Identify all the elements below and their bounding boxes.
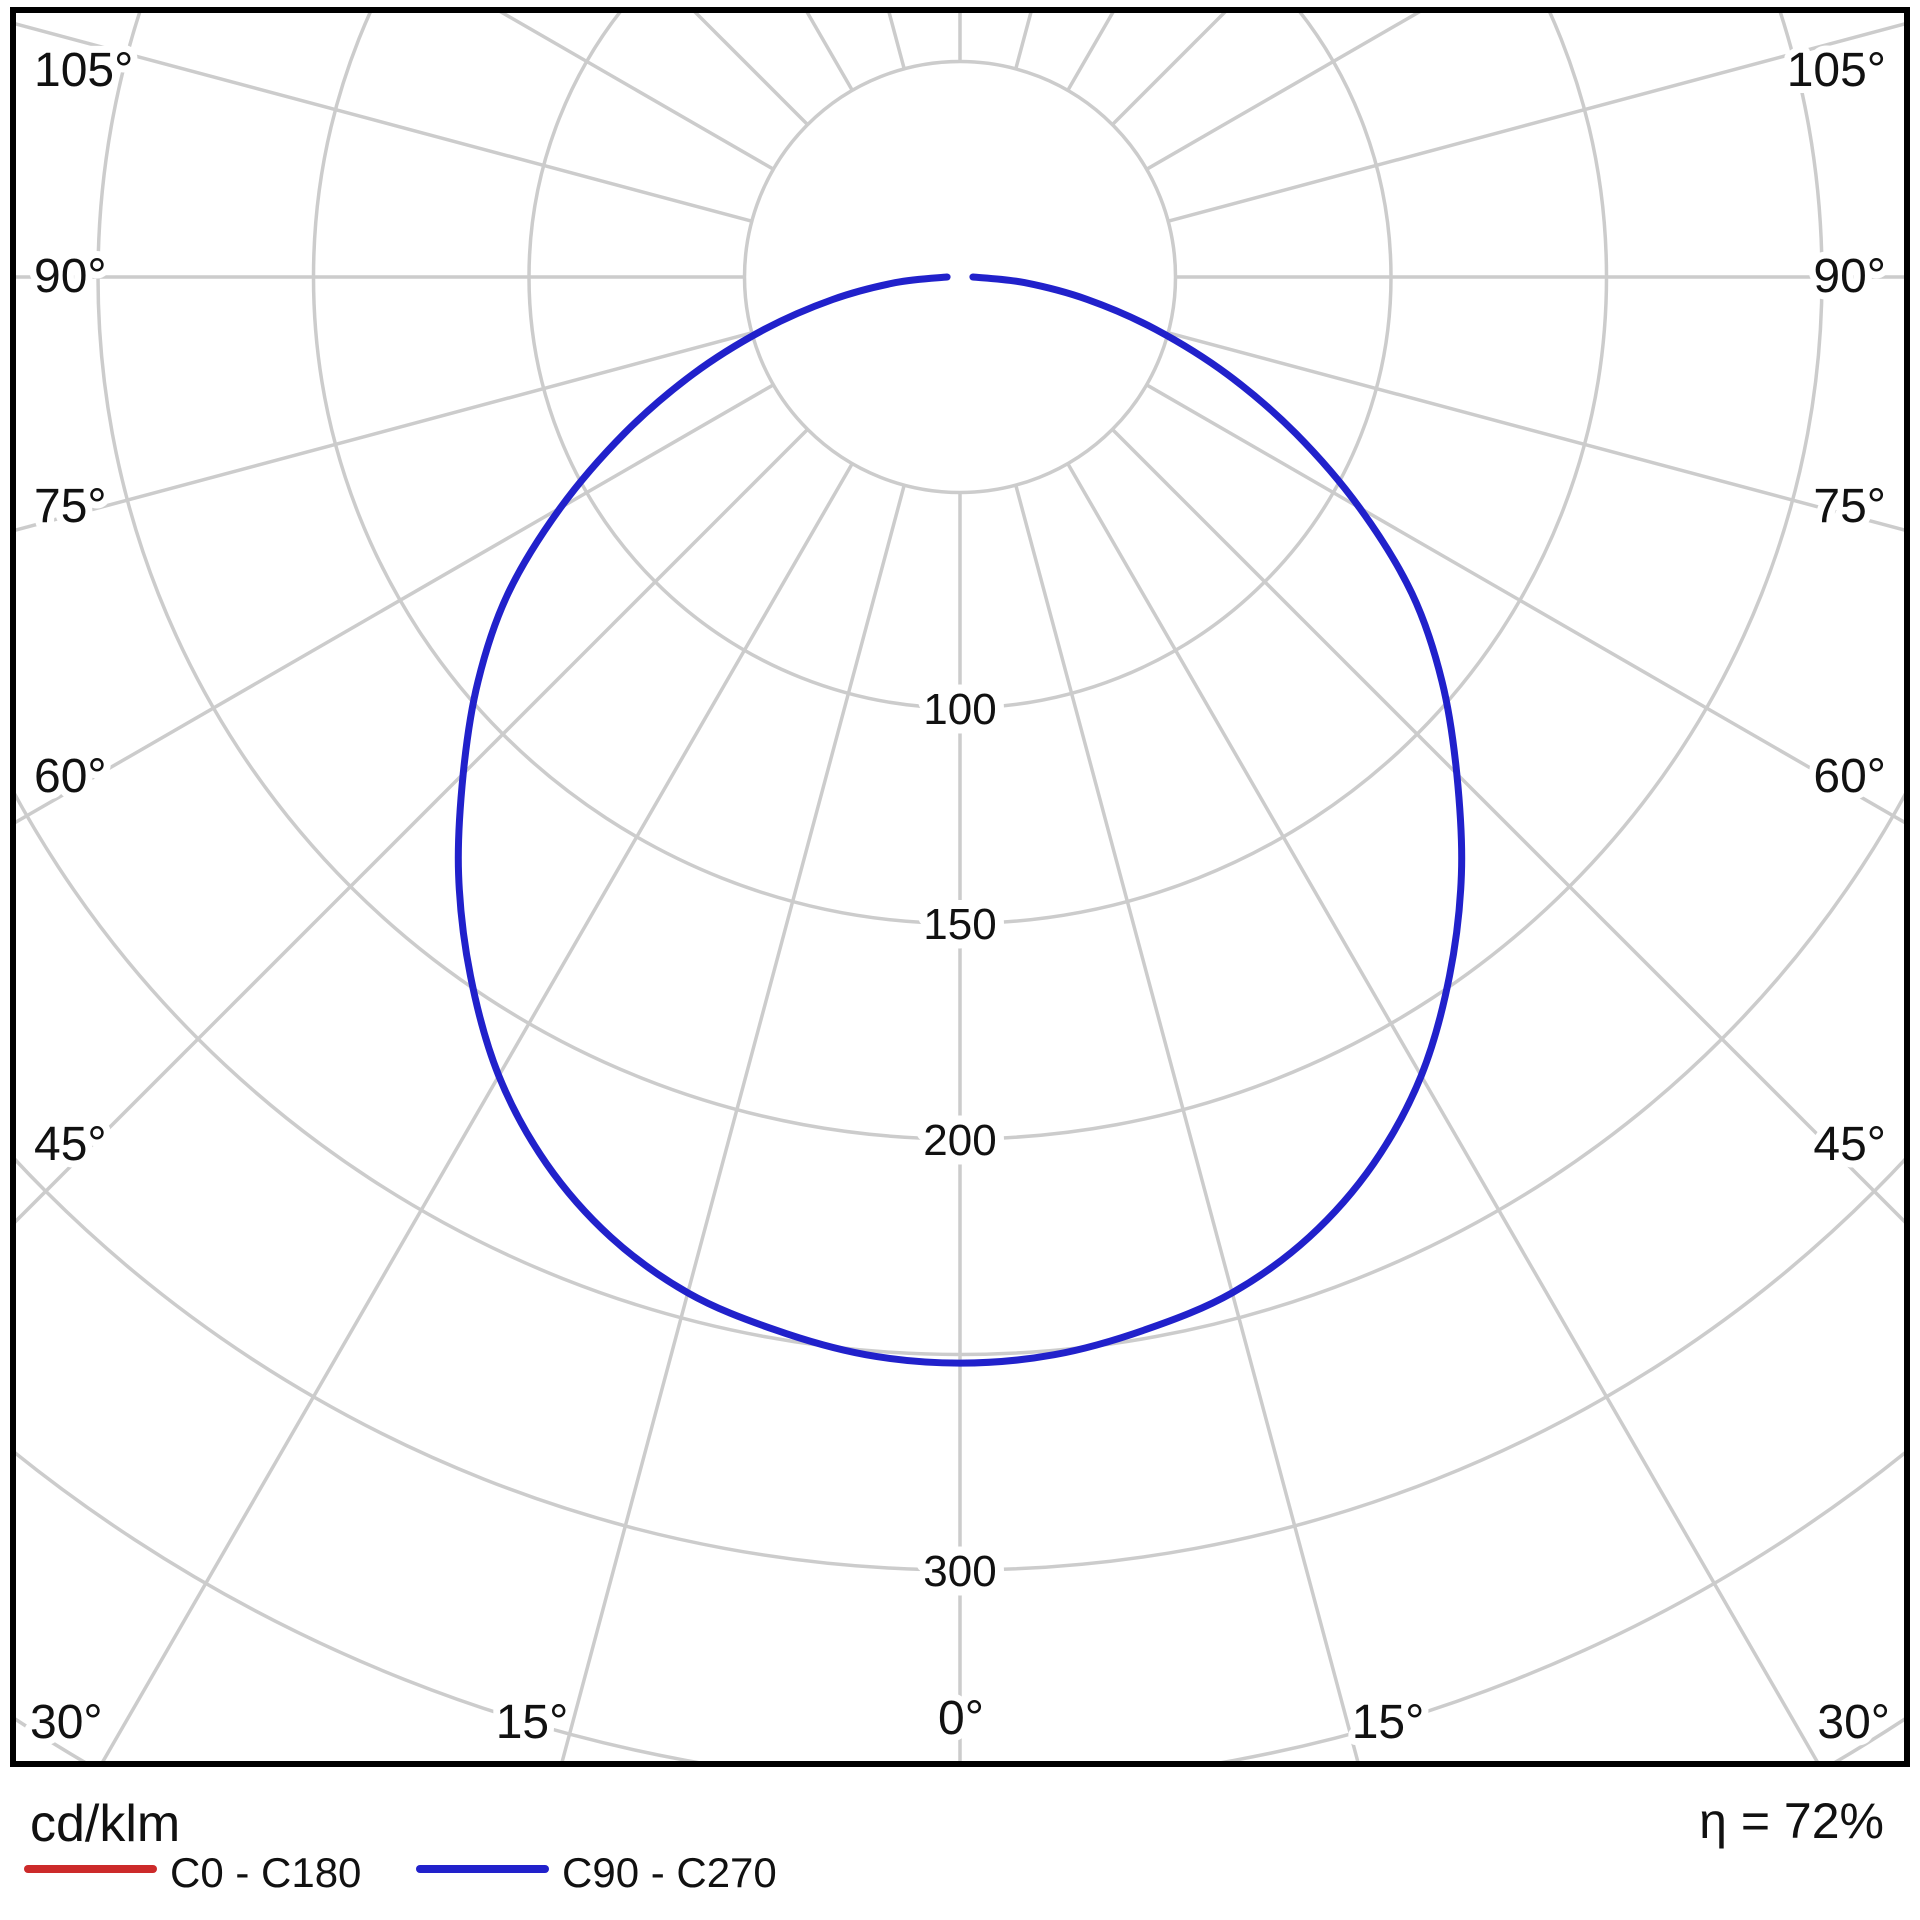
- angle-label-right-75: 75°: [1813, 480, 1886, 533]
- grid-ray-45: [1111, 428, 1907, 1227]
- angle-label-left-105: 105°: [34, 44, 133, 97]
- grid-ray-60: [1145, 383, 1907, 826]
- grid-ray-345: [559, 484, 906, 1764]
- value-label-150: 150: [923, 900, 996, 949]
- grid-ray-30: [1066, 462, 1821, 1764]
- grid-ray-315: [13, 428, 809, 1227]
- grid-ray-75: [1167, 331, 1907, 533]
- grid-ray-285: [13, 331, 753, 533]
- angle-label-left-90: 90°: [34, 250, 107, 303]
- radial-value-labels: 100 150 200 300: [914, 676, 1005, 1605]
- efficiency-label: η = 72%: [1699, 1793, 1884, 1849]
- curve-c90-c270: [454, 273, 1466, 1367]
- angle-label-bottom-left-15: 15°: [496, 1696, 569, 1749]
- angle-tick-labels: 105° 90° 75° 60° 45° 30° 15° 0° 15° 30° 45° 60° 75° 9…: [23, 37, 1897, 1756]
- grid-ray-300: [13, 383, 775, 826]
- angle-label-right-90: 90°: [1813, 250, 1886, 303]
- angle-label-bottom-0: 0°: [938, 1692, 984, 1745]
- intensity-curves: [454, 273, 1466, 1367]
- angle-label-left-45: 45°: [34, 1118, 107, 1171]
- value-label-300: 300: [923, 1547, 996, 1596]
- plot-border: [10, 7, 1910, 1767]
- angle-label-bottom-left-30: 30°: [30, 1696, 103, 1749]
- value-label-100: 100: [923, 685, 996, 734]
- angle-label-right-45: 45°: [1813, 1118, 1886, 1171]
- units-label: cd/klm: [30, 1795, 180, 1853]
- angle-label-left-60: 60°: [34, 750, 107, 803]
- legend-label-1: C90 - C270: [562, 1849, 777, 1896]
- angle-label-right-60: 60°: [1813, 750, 1886, 803]
- value-label-200: 200: [923, 1116, 996, 1165]
- legend-label-0: C0 - C180: [170, 1849, 361, 1896]
- angle-label-bottom-right-30: 30°: [1817, 1696, 1890, 1749]
- angle-label-right-105: 105°: [1787, 44, 1886, 97]
- grid-circle-50: [742, 59, 1178, 495]
- grid-ray-15: [1014, 484, 1361, 1764]
- grid-ray-330: [99, 462, 854, 1764]
- angle-label-bottom-right-15: 15°: [1352, 1696, 1425, 1749]
- legend: C0 - C180 C90 - C270: [24, 1849, 777, 1896]
- grid-ray-255: [13, 21, 753, 223]
- angle-label-left-75: 75°: [34, 480, 107, 533]
- grid-ray-105: [1167, 21, 1907, 223]
